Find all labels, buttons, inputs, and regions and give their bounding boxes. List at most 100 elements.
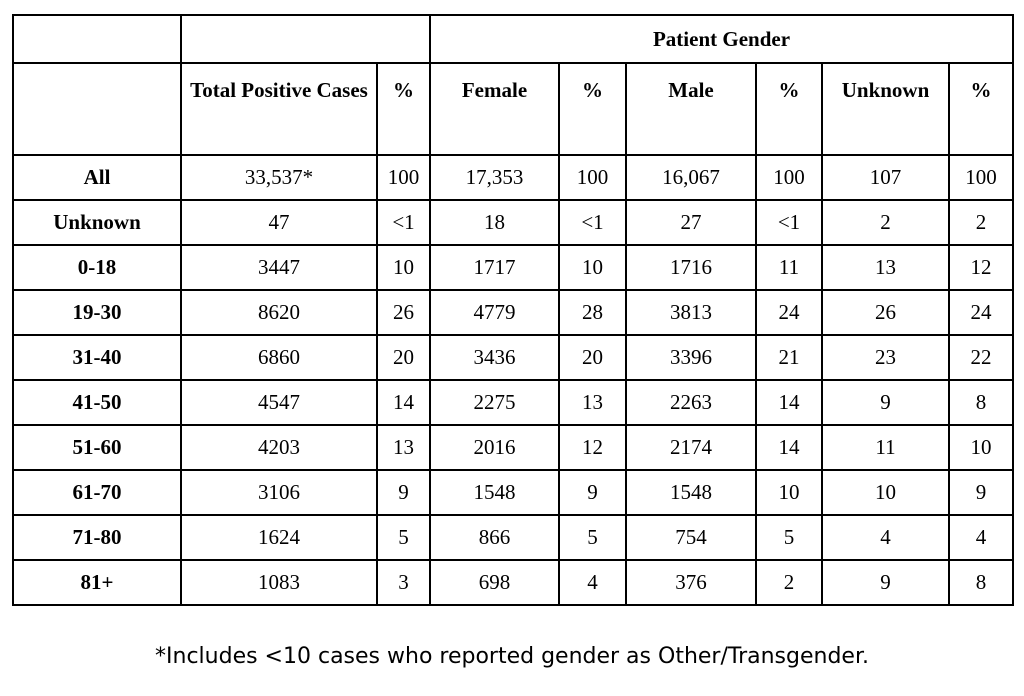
table-cell: 10: [948, 424, 1014, 471]
table-cell: 13: [821, 244, 950, 291]
table-cell: 8620: [180, 289, 378, 336]
table-cell: 9: [376, 469, 431, 516]
table-row: 51-60 4203 13 2016 12 2174 14 11 10: [12, 424, 1014, 471]
table-cell: 754: [625, 514, 757, 561]
table-cell: 21: [755, 334, 823, 381]
table-cell: <1: [755, 199, 823, 246]
table-row: All 33,537* 100 17,353 100 16,067 100 107 100: [12, 154, 1014, 201]
column-header: Total Positive Cases: [180, 62, 378, 156]
table-cell: 26: [821, 289, 950, 336]
row-label: Unknown: [12, 199, 182, 246]
table-cell: 10: [558, 244, 627, 291]
table-cell: 1548: [625, 469, 757, 516]
column-header: %: [948, 62, 1014, 156]
table-cell: 14: [755, 379, 823, 426]
table-cell: 376: [625, 559, 757, 606]
table-cell: 18: [429, 199, 560, 246]
table-cell: 28: [558, 289, 627, 336]
table-row: Unknown 47 <1 18 <1 27 <1 2 2: [12, 199, 1014, 246]
table-cell: 2: [948, 199, 1014, 246]
table-cell: 16,067: [625, 154, 757, 201]
table-cell: 11: [755, 244, 823, 291]
table-cell: 4: [821, 514, 950, 561]
table-cell: 8: [948, 559, 1014, 606]
table-cell: 100: [558, 154, 627, 201]
table-cell: 100: [755, 154, 823, 201]
column-header: %: [558, 62, 627, 156]
column-header-row: Total Positive Cases% Female% Male% Unknown…: [12, 62, 1014, 156]
table-cell: 9: [558, 469, 627, 516]
row-label: 0-18: [12, 244, 182, 291]
table-cell: 4547: [180, 379, 378, 426]
table-cell: 698: [429, 559, 560, 606]
table-cell: 9: [821, 379, 950, 426]
table-row: 0-18 3447 10 1717 10 1716 11 13 12: [12, 244, 1014, 291]
table-cell: 8: [948, 379, 1014, 426]
table-cell: 100: [376, 154, 431, 201]
row-label: 61-70: [12, 469, 182, 516]
table-row: 61-70 3106 9 1548 9 1548 10 10 9: [12, 469, 1014, 516]
table-cell: 2016: [429, 424, 560, 471]
table-cell: 24: [755, 289, 823, 336]
row-label: 81+: [12, 559, 182, 606]
row-label: 19-30: [12, 289, 182, 336]
table-cell: 4: [948, 514, 1014, 561]
table-cell: 9: [821, 559, 950, 606]
table-cell: 5: [755, 514, 823, 561]
table-cell: 33,537*: [180, 154, 378, 201]
column-header: Female: [429, 62, 560, 156]
table-cell: 6860: [180, 334, 378, 381]
table-cell: 23: [821, 334, 950, 381]
table-cell: 2: [755, 559, 823, 606]
table-cell: 13: [376, 424, 431, 471]
table-cell: 4779: [429, 289, 560, 336]
table-cell: <1: [558, 199, 627, 246]
table-cell: 3447: [180, 244, 378, 291]
row-label: 31-40: [12, 334, 182, 381]
table-cell: 2275: [429, 379, 560, 426]
table-cell: 1716: [625, 244, 757, 291]
table-cell: 1717: [429, 244, 560, 291]
table-cell: 3436: [429, 334, 560, 381]
table-cell: 24: [948, 289, 1014, 336]
table-cell: 4: [558, 559, 627, 606]
table-cell: 1548: [429, 469, 560, 516]
table-cell: 47: [180, 199, 378, 246]
table-cell: 3: [376, 559, 431, 606]
patient-gender-table-container: Patient Gender Total Positive Cases% Fema…: [12, 14, 1014, 606]
table-cell: <1: [376, 199, 431, 246]
table-cell: 17,353: [429, 154, 560, 201]
table-cell: 2174: [625, 424, 757, 471]
patient-gender-table: Patient Gender Total Positive Cases% Fema…: [12, 14, 1014, 606]
table-cell: 10: [376, 244, 431, 291]
table-cell: 9: [948, 469, 1014, 516]
table-cell: 26: [376, 289, 431, 336]
table-cell: 27: [625, 199, 757, 246]
table-row: 31-40 6860 20 3436 20 3396 21 23 22: [12, 334, 1014, 381]
column-header: Unknown: [821, 62, 950, 156]
table-cell: 14: [376, 379, 431, 426]
table-cell: 12: [558, 424, 627, 471]
table-row: 71-80 1624 5 866 5 754 5 4 4: [12, 514, 1014, 561]
table-row: 81+ 1083 3 698 4 376 2 9 8: [12, 559, 1014, 606]
table-footnote: *Includes <10 cases who reported gender …: [155, 644, 869, 669]
column-header: Male: [625, 62, 757, 156]
table-cell: 1624: [180, 514, 378, 561]
table-cell: 866: [429, 514, 560, 561]
row-label: 41-50: [12, 379, 182, 426]
column-header: %: [376, 62, 431, 156]
table-cell: 5: [376, 514, 431, 561]
table-cell: 10: [755, 469, 823, 516]
table-cell: 1083: [180, 559, 378, 606]
total-positive-group-blank-cell: [180, 14, 431, 64]
row-label: 71-80: [12, 514, 182, 561]
group-header-row: Patient Gender: [12, 14, 1014, 64]
table-cell: 100: [948, 154, 1014, 201]
table-cell: 14: [755, 424, 823, 471]
table-cell: 12: [948, 244, 1014, 291]
table-cell: 2: [821, 199, 950, 246]
table-cell: 5: [558, 514, 627, 561]
table-cell: 11: [821, 424, 950, 471]
table-cell: 3813: [625, 289, 757, 336]
patient-gender-group-header: Patient Gender: [429, 14, 1014, 64]
